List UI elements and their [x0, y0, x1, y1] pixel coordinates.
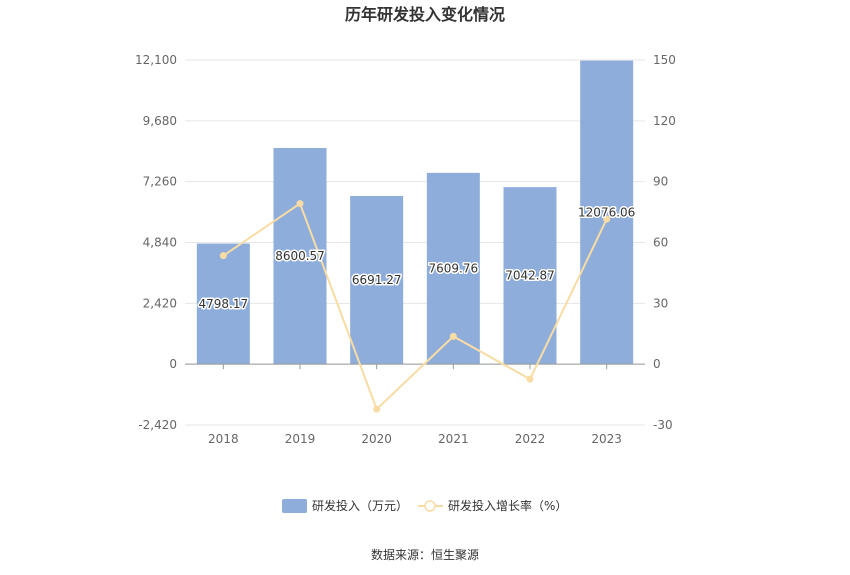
growth-point[interactable] — [373, 405, 381, 413]
bar-data-label: 7609.76 — [429, 262, 479, 276]
bar-series — [196, 60, 634, 365]
y-left-tick-label: 9,680 — [143, 114, 177, 128]
y-left-tick-label: 2,420 — [143, 296, 177, 310]
legend-line-label[interactable]: 研发投入增长率（%） — [448, 498, 567, 513]
y-right-tick-label: -30 — [653, 418, 673, 432]
bar[interactable] — [350, 195, 404, 365]
growth-point[interactable] — [449, 332, 457, 340]
y-left-tick-label: -2,420 — [138, 418, 177, 432]
axes: -2,420 0 2,420 4,840 7,260 9,680 12,100 -30 0 30 6… — [135, 53, 676, 446]
chart-title: 历年研发投入变化情况 — [345, 5, 505, 24]
source-note: 数据来源：恒生聚源 — [371, 547, 479, 562]
y-left-tick-label: 4,840 — [143, 236, 177, 250]
bar[interactable] — [426, 172, 480, 365]
y-left-tick-label: 7,260 — [143, 175, 177, 189]
bar[interactable] — [503, 187, 557, 365]
x-tick-label: 2021 — [438, 432, 469, 446]
bar-data-label: 8600.57 — [275, 249, 325, 263]
bar-data-label: 6691.27 — [352, 273, 402, 287]
y-right-tick-label: 150 — [653, 53, 676, 67]
bar-data-label: 4798.17 — [199, 297, 249, 311]
growth-point[interactable] — [219, 252, 227, 260]
y-left-tick-label: 12,100 — [135, 53, 177, 67]
x-tick-label: 2018 — [208, 432, 239, 446]
x-tick-label: 2022 — [515, 432, 546, 446]
bar-labels: 4798.17 8600.57 6691.27 7609.76 7042.87 12076… — [197, 204, 637, 312]
y-right-tick-label: 120 — [653, 114, 676, 128]
x-tick-label: 2019 — [285, 432, 316, 446]
growth-line — [222, 202, 608, 411]
growth-point[interactable] — [296, 200, 304, 208]
growth-point[interactable] — [526, 375, 534, 383]
y-right-tick-label: 90 — [653, 175, 668, 189]
line-series — [219, 200, 611, 413]
x-tick-label: 2020 — [361, 432, 392, 446]
growth-point[interactable] — [603, 215, 611, 223]
legend-bar-label[interactable]: 研发投入（万元） — [312, 498, 408, 513]
bar[interactable] — [196, 243, 250, 365]
grid-lines — [185, 59, 645, 426]
legend: 研发投入（万元） 研发投入增长率（%） — [282, 498, 567, 513]
y-right-tick-label: 0 — [653, 357, 661, 371]
x-tick-label: 2023 — [591, 432, 622, 446]
y-left-tick-label: 0 — [169, 357, 177, 371]
bar-data-label: 12076.06 — [578, 205, 635, 219]
legend-bar-swatch[interactable] — [282, 499, 307, 513]
y-right-tick-label: 60 — [653, 236, 668, 250]
bar[interactable] — [273, 147, 327, 365]
bar-data-label: 7042.87 — [505, 269, 555, 283]
bar[interactable] — [580, 60, 634, 365]
legend-line-marker — [424, 500, 436, 512]
y-right-tick-label: 30 — [653, 296, 668, 310]
